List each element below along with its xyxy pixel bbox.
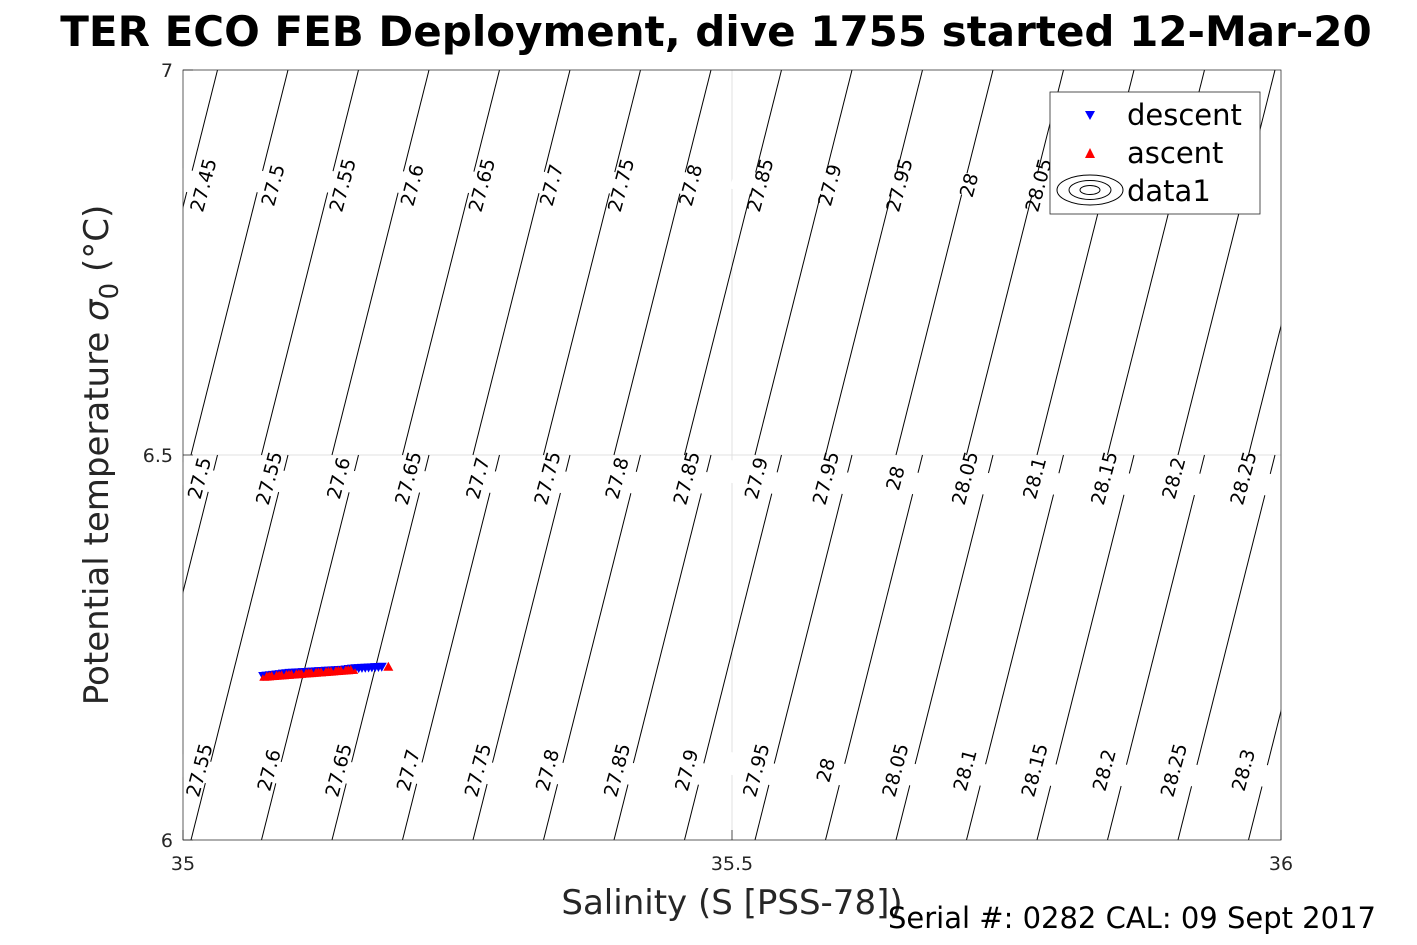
descent-marker <box>373 662 384 672</box>
x-tick-label: 36 <box>1269 853 1293 875</box>
contour-label-background <box>934 460 995 496</box>
contour-label-background <box>1073 460 1134 496</box>
legend-contour-label: data1 <box>1127 174 1211 208</box>
contour-label-background <box>1004 752 1065 788</box>
ascent-marker <box>383 661 394 671</box>
isopycnal-line <box>190 70 289 456</box>
contour-label-background <box>238 752 299 788</box>
contour-label-background <box>517 752 577 788</box>
contour-label-background <box>656 752 717 788</box>
contour-label-background <box>169 752 229 788</box>
contour-label-background <box>1073 752 1134 788</box>
x-tick-label: 35 <box>171 853 195 875</box>
y-tick-label: 6.5 <box>143 445 173 467</box>
contour-label-background <box>725 460 786 496</box>
contour-label-background <box>1143 752 1204 788</box>
contour-label-background <box>1213 460 1273 496</box>
contour-label-background <box>729 167 790 203</box>
y-tick-label: 6 <box>161 830 173 852</box>
contour-label-background <box>865 752 925 788</box>
density-contours <box>183 70 1281 840</box>
contour-label-background <box>517 460 577 496</box>
contour-label-background <box>381 167 442 203</box>
isopycnal-line <box>183 70 218 209</box>
isopycnal-line <box>966 70 1064 456</box>
legend-ascent-marker <box>1085 148 1095 158</box>
y-axis-label-subscript: 0 <box>95 283 125 300</box>
contour-label-background <box>938 167 999 203</box>
isopycnal-line <box>825 70 923 456</box>
contour-label-background <box>447 752 508 788</box>
legend-descent-marker <box>1085 111 1095 120</box>
isopycnal-line <box>261 70 359 456</box>
ascent-marker <box>345 665 356 675</box>
isopycnal-line <box>331 70 430 456</box>
contour-label-background <box>869 167 929 203</box>
contour-label-background <box>238 460 299 496</box>
contour-label-background <box>308 460 369 496</box>
contour-label-background <box>447 460 508 496</box>
y-tick-label: 7 <box>161 60 173 82</box>
chart-title: TER ECO FEB Deployment, dive 1755 starte… <box>60 7 1371 56</box>
descent-marker <box>360 663 371 673</box>
contour-label-background <box>169 460 229 496</box>
isopycnal-line <box>402 70 500 456</box>
y-axis-label-unit: (°C) <box>77 205 117 283</box>
isopycnal-line <box>183 454 218 594</box>
contour-label-background <box>590 167 651 203</box>
x-axis-label: Salinity (S [PSS-78]) <box>561 883 902 923</box>
x-tick-label: 35.5 <box>711 853 753 875</box>
contour-label-background <box>934 752 995 788</box>
y-axis-label-sigma: σ <box>77 298 117 321</box>
contour-label-background <box>660 167 721 203</box>
isopycnal-line <box>543 70 641 456</box>
contour-label-background <box>799 167 860 203</box>
legend-contour-icon <box>1056 174 1124 206</box>
contour-label-background <box>521 167 581 203</box>
contour-label-background <box>795 460 856 496</box>
contour-label-background <box>1213 752 1273 788</box>
isopycnal-line <box>754 70 853 456</box>
contour-label-background <box>242 167 303 203</box>
axis-ticks: 35 35.5 36 6 6.5 7 <box>143 60 1293 875</box>
data-markers <box>258 661 394 681</box>
contour-label-background <box>656 460 717 496</box>
y-axis-label: Potential temperature σ0 (°C) <box>77 205 125 705</box>
contour-label-background <box>1143 460 1204 496</box>
isopycnal-line <box>684 70 782 456</box>
isopycnal-line <box>895 70 994 456</box>
y-axis-label-main: Potential temperature <box>77 321 117 705</box>
legend-descent-label: descent <box>1127 98 1242 132</box>
isopycnal-line <box>613 70 712 456</box>
contour-label-background <box>451 167 512 203</box>
contour-label-background <box>377 752 438 788</box>
contour-label-background <box>308 752 369 788</box>
contour-label-background <box>865 460 925 496</box>
isopycnal-line <box>1248 323 1281 456</box>
contour-label-background <box>173 167 233 203</box>
isopycnal-line <box>472 70 571 456</box>
contour-label-background <box>586 460 647 496</box>
contour-label-background <box>312 167 373 203</box>
legend: descent ascent data1 <box>1049 91 1261 215</box>
legend-ascent-label: ascent <box>1127 136 1223 170</box>
contour-label-background <box>795 752 856 788</box>
contour-label-background <box>1004 460 1065 496</box>
contour-label-background <box>586 752 647 788</box>
contour-label-background <box>725 752 786 788</box>
contour-label-background <box>377 460 438 496</box>
serial-cal-footer: Serial #: 0282 CAL: 09 Sept 2017 <box>888 901 1376 935</box>
